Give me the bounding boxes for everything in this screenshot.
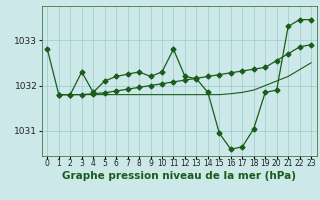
X-axis label: Graphe pression niveau de la mer (hPa): Graphe pression niveau de la mer (hPa) [62, 171, 296, 181]
